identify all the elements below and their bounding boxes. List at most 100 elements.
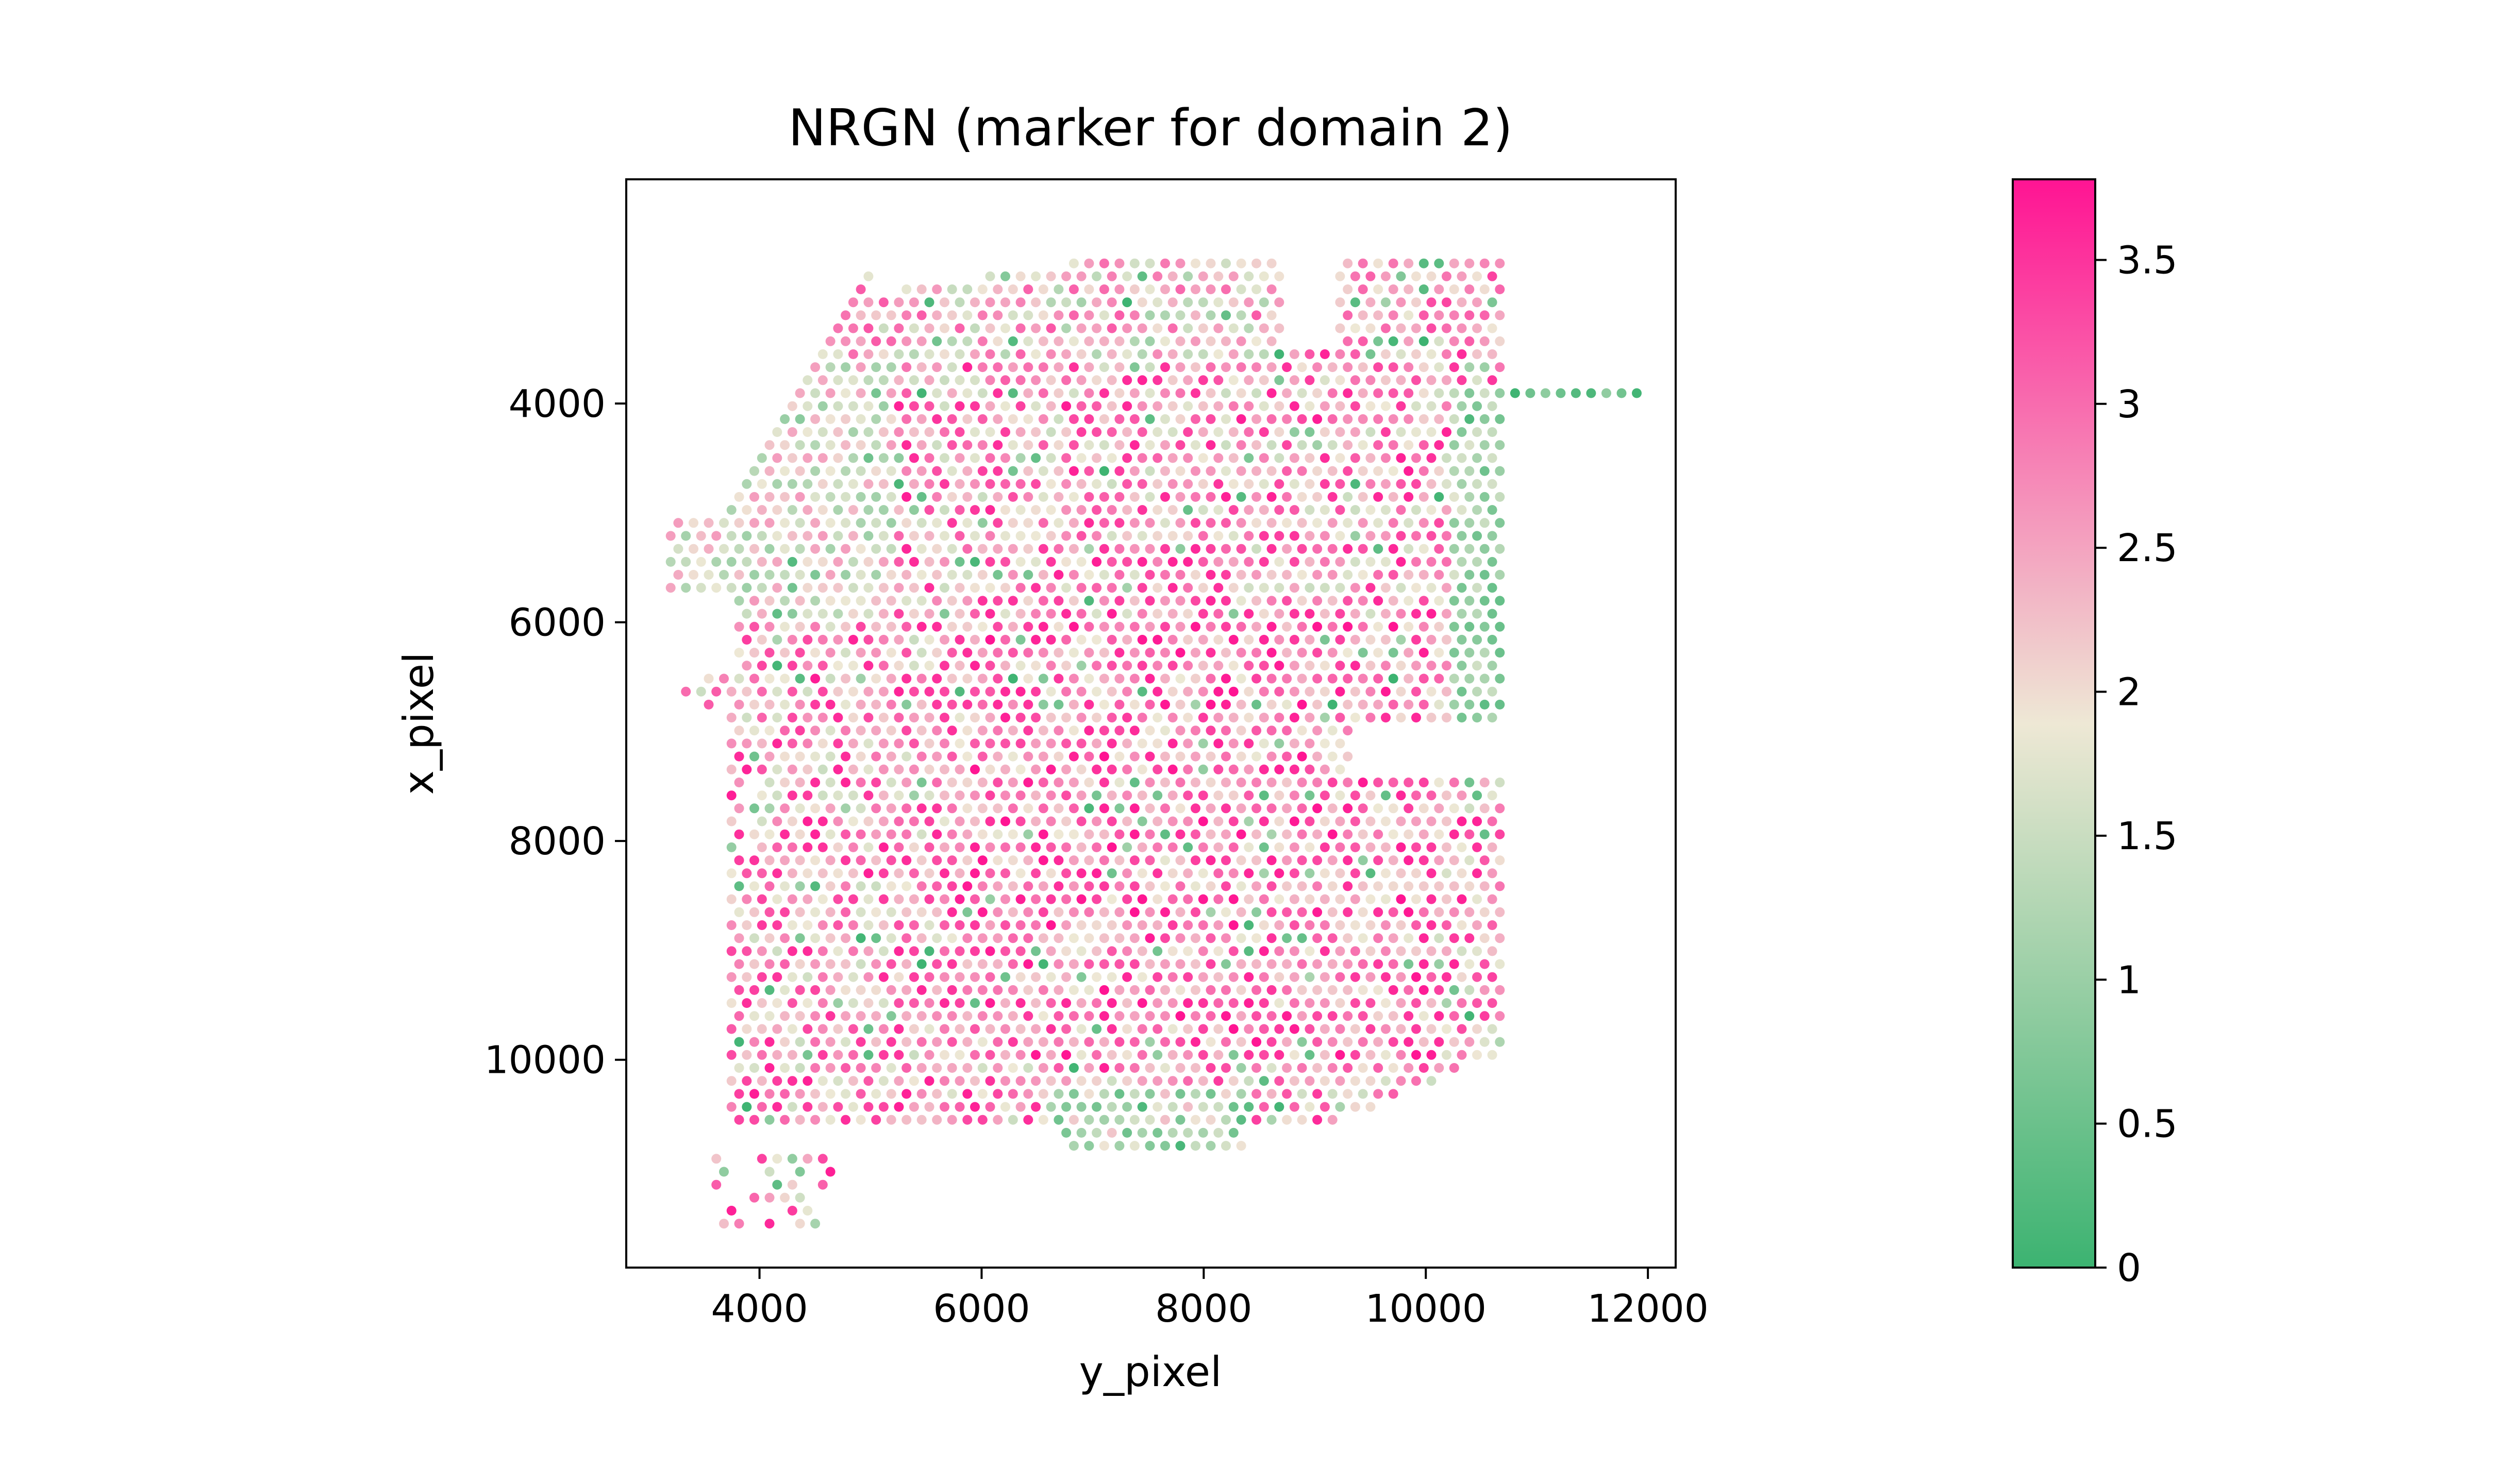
scatter-point xyxy=(1015,375,1026,385)
scatter-point xyxy=(1426,375,1437,385)
scatter-point xyxy=(985,609,995,619)
scatter-point xyxy=(1487,816,1497,827)
scatter-point xyxy=(1046,946,1056,956)
scatter-point xyxy=(863,713,874,723)
scatter-point xyxy=(1365,479,1376,489)
scatter-point xyxy=(894,1076,904,1086)
scatter-point xyxy=(1206,855,1216,866)
scatter-point xyxy=(1122,998,1132,1008)
scatter-point xyxy=(749,933,759,943)
scatter-point xyxy=(1160,310,1170,321)
scatter-point xyxy=(1054,907,1064,917)
scatter-point xyxy=(1381,868,1391,879)
scatter-point xyxy=(1228,297,1239,308)
scatter-point xyxy=(1160,518,1170,528)
scatter-point xyxy=(1038,1115,1048,1125)
scatter-point xyxy=(742,686,752,697)
scatter-point xyxy=(1434,803,1444,814)
scatter-point xyxy=(1175,388,1185,398)
scatter-point xyxy=(1274,946,1284,956)
scatter-point xyxy=(1068,1063,1079,1073)
scatter-point xyxy=(1487,427,1497,437)
scatter-point xyxy=(1206,1063,1216,1073)
scatter-point xyxy=(1000,609,1010,619)
scatter-point xyxy=(940,401,949,411)
scatter-point xyxy=(1320,427,1330,437)
scatter-point xyxy=(1008,544,1018,554)
scatter-point xyxy=(962,751,973,762)
scatter-point xyxy=(1586,388,1596,398)
scatter-point xyxy=(1160,1063,1170,1073)
scatter-point xyxy=(871,1089,881,1099)
scatter-point xyxy=(977,440,988,450)
scatter-point xyxy=(1137,609,1147,619)
scatter-point xyxy=(1236,621,1246,632)
scatter-point xyxy=(1107,868,1117,879)
scatter-point xyxy=(1418,362,1429,373)
scatter-point xyxy=(825,829,836,839)
scatter-point xyxy=(795,414,805,424)
scatter-point xyxy=(1054,570,1064,580)
scatter-point xyxy=(780,1037,790,1047)
scatter-point xyxy=(817,972,828,982)
scatter-point xyxy=(993,855,1003,866)
scatter-point xyxy=(1449,933,1459,943)
scatter-point xyxy=(1259,505,1269,515)
scatter-point xyxy=(863,453,874,463)
scatter-point xyxy=(1038,778,1048,787)
scatter-point xyxy=(1426,686,1437,697)
scatter-point xyxy=(1282,959,1292,969)
scatter-point xyxy=(977,414,988,424)
scatter-point xyxy=(1122,946,1132,956)
scatter-point xyxy=(955,375,965,385)
scatter-point xyxy=(833,972,843,982)
scatter-point xyxy=(871,466,881,476)
scatter-point xyxy=(1015,972,1026,982)
scatter-point xyxy=(993,518,1003,528)
scatter-point xyxy=(1145,570,1155,580)
scatter-point xyxy=(856,570,866,580)
scatter-point xyxy=(1031,686,1041,697)
scatter-point xyxy=(1137,375,1147,385)
scatter-point xyxy=(894,505,904,515)
scatter-point xyxy=(1206,596,1216,606)
scatter-point xyxy=(1312,933,1323,943)
scatter-point xyxy=(1259,998,1269,1008)
scatter-point xyxy=(1137,635,1147,645)
scatter-point xyxy=(825,648,836,658)
scatter-point xyxy=(863,1050,874,1060)
scatter-point xyxy=(810,1011,821,1021)
scatter-point xyxy=(1114,1037,1125,1047)
scatter-point xyxy=(1289,583,1299,593)
scatter-point xyxy=(1153,531,1163,541)
scatter-point xyxy=(947,492,957,502)
colorbar-tick-label: 2 xyxy=(2117,670,2141,715)
scatter-point xyxy=(1479,985,1490,995)
scatter-point xyxy=(1008,1011,1018,1021)
scatter-point xyxy=(1198,842,1208,852)
scatter-point xyxy=(1206,1141,1216,1151)
scatter-point xyxy=(1160,362,1170,373)
scatter-point xyxy=(1404,985,1414,995)
scatter-point xyxy=(1418,881,1429,891)
scatter-point xyxy=(1054,881,1064,891)
scatter-point xyxy=(1320,894,1330,904)
scatter-point xyxy=(1076,686,1087,697)
scatter-point xyxy=(1373,803,1383,814)
scatter-point xyxy=(1320,1102,1330,1112)
scatter-point xyxy=(1457,946,1467,956)
scatter-point xyxy=(993,621,1003,632)
scatter-point xyxy=(1183,427,1193,437)
scatter-point xyxy=(1099,1063,1109,1073)
scatter-point xyxy=(909,1076,919,1086)
scatter-point xyxy=(1327,544,1338,554)
scatter-point xyxy=(1038,570,1048,580)
scatter-point xyxy=(1031,401,1041,411)
scatter-point xyxy=(1487,271,1497,281)
scatter-point xyxy=(1381,609,1391,619)
scatter-point xyxy=(1259,297,1269,308)
scatter-point xyxy=(1343,492,1353,502)
scatter-point xyxy=(856,803,866,814)
scatter-point xyxy=(810,362,821,373)
scatter-point xyxy=(1008,621,1018,632)
